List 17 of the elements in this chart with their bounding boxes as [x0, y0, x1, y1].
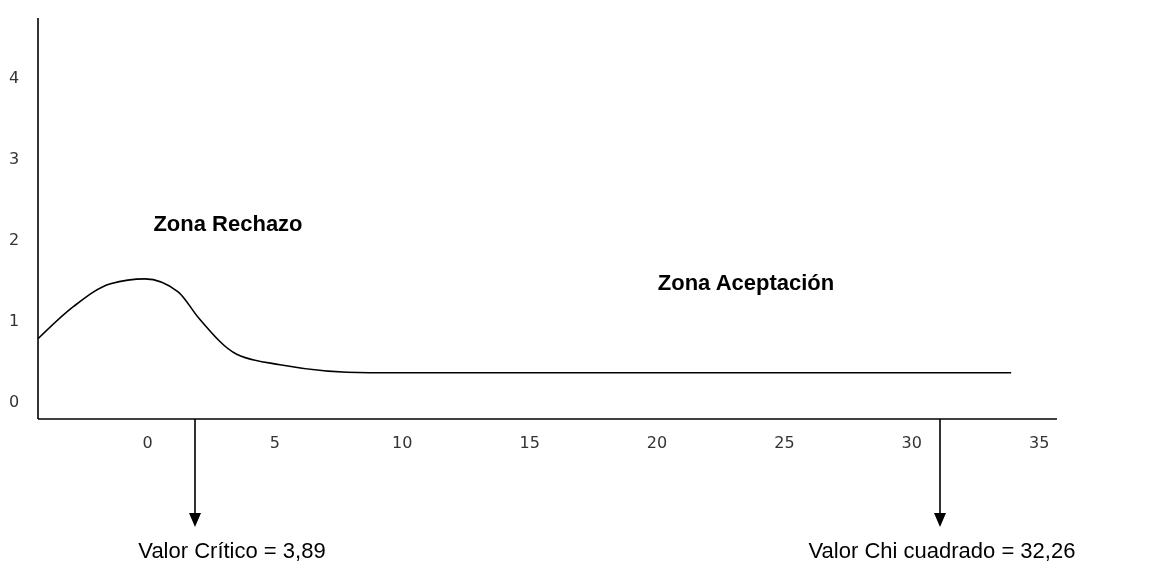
- y-tick-label: 3: [8, 149, 20, 169]
- x-tick-label: 10: [392, 433, 413, 452]
- x-tick-label: 35: [1028, 433, 1050, 452]
- text: Valor Chi cuadrado = 32,26: [808, 537, 1076, 563]
- y-tick-label: 4: [8, 68, 20, 88]
- x-tick-label: 0: [142, 433, 153, 452]
- x-tick-label: 30: [901, 433, 922, 452]
- text: Valor Crítico = 3,89: [138, 537, 326, 563]
- annotation: Zona Aceptación: [657, 269, 835, 295]
- x-tick-label: 15: [519, 433, 540, 452]
- x-tick-label: 25: [774, 433, 795, 452]
- x-tick-label: 5: [269, 433, 281, 452]
- annotation: Zona Rechazo: [153, 210, 303, 236]
- y-tick-label: 0: [8, 392, 20, 412]
- y-tick-label: 1: [8, 311, 20, 331]
- y-tick-label: 2: [8, 230, 20, 250]
- x-tick-label: 20: [646, 433, 668, 452]
